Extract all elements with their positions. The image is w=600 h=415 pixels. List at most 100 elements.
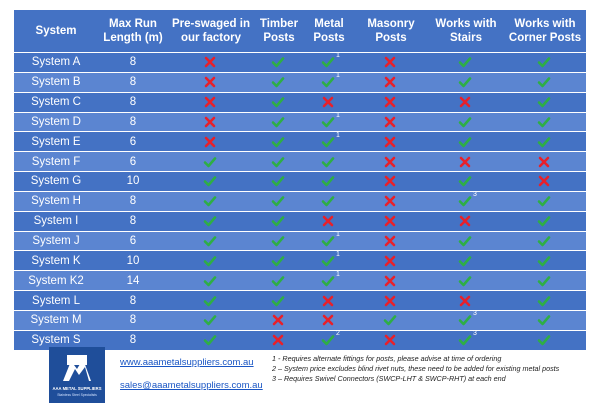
cross-icon	[383, 274, 399, 288]
compatibility-cell	[428, 71, 504, 93]
compatibility-cell	[428, 210, 504, 232]
cross-icon	[383, 194, 399, 208]
footnote-ref: 1	[336, 72, 340, 80]
check-icon: 3	[458, 191, 477, 208]
column-header: Works with Corner Posts	[504, 10, 586, 53]
cross-icon	[321, 313, 337, 327]
compatibility-cell	[504, 290, 586, 311]
check-icon	[537, 194, 553, 208]
cross-icon	[383, 115, 399, 129]
compatibility-cell	[168, 210, 254, 232]
compatibility-cell	[428, 270, 504, 291]
cross-icon	[203, 95, 219, 109]
footnote-ref: 1	[336, 111, 340, 119]
compatibility-cell	[168, 270, 254, 291]
check-icon	[203, 234, 219, 248]
cross-icon	[383, 333, 399, 347]
check-icon	[537, 274, 553, 288]
column-header: System	[14, 10, 98, 53]
system-name: System K	[14, 250, 98, 271]
compatibility-cell	[428, 171, 504, 192]
check-icon	[271, 155, 287, 169]
check-icon: 1	[321, 251, 340, 268]
cross-icon	[271, 333, 287, 347]
compatibility-cell	[354, 71, 428, 93]
compatibility-cell	[304, 91, 354, 113]
compatibility-cell	[354, 230, 428, 251]
cross-icon	[203, 55, 219, 69]
email-link[interactable]: sales@aaametalsuppliers.com.au	[120, 380, 263, 391]
compatibility-cell	[254, 190, 304, 212]
compatibility-cell	[254, 230, 304, 251]
compatibility-cell	[304, 290, 354, 311]
system-name: System C	[14, 91, 98, 113]
compatibility-cell	[504, 52, 586, 73]
check-icon: 3	[458, 330, 477, 347]
compatibility-cell	[304, 190, 354, 212]
compatibility-cell	[168, 290, 254, 311]
column-header: Timber Posts	[254, 10, 304, 53]
compatibility-cell	[428, 230, 504, 251]
check-icon: 1	[321, 271, 340, 288]
check-icon: 1	[321, 231, 340, 248]
compatibility-cell	[354, 290, 428, 311]
max-run-length: 10	[98, 171, 168, 192]
compatibility-cell	[254, 210, 304, 232]
compatibility-cell	[254, 151, 304, 172]
check-icon	[537, 115, 553, 129]
check-icon	[458, 274, 474, 288]
logo-name: AAA METAL SUPPLIERS	[52, 386, 102, 391]
cross-icon	[383, 214, 399, 228]
compatibility-cell	[428, 111, 504, 132]
check-icon	[203, 214, 219, 228]
cross-icon	[458, 214, 474, 228]
header-row: System Max Run Length (m) Pre-swaged in ou…	[14, 10, 586, 53]
check-icon	[537, 254, 553, 268]
check-icon	[321, 174, 337, 188]
check-icon	[203, 294, 219, 308]
compatibility-cell	[254, 270, 304, 291]
table-row: System G 10	[14, 171, 586, 192]
compatibility-cell: 1	[304, 111, 354, 132]
check-icon	[203, 174, 219, 188]
system-name: System A	[14, 52, 98, 73]
compatibility-cell	[504, 210, 586, 232]
compatibility-cell	[168, 230, 254, 251]
check-icon	[203, 254, 219, 268]
column-header: Pre-swaged in our factory	[168, 10, 254, 53]
compatibility-cell	[304, 151, 354, 172]
check-icon	[537, 55, 553, 69]
check-icon	[271, 135, 287, 149]
footnote-2: 2 – System price excludes blind rivet nu…	[272, 364, 560, 373]
compatibility-cell	[504, 230, 586, 251]
compatibility-cell	[354, 210, 428, 232]
compatibility-cell	[354, 309, 428, 331]
cross-icon	[321, 214, 337, 228]
compatibility-cell: 1	[304, 52, 354, 73]
compatibility-cell	[254, 250, 304, 271]
cross-icon	[321, 294, 337, 308]
company-logo: AAA METAL SUPPLIERS Stainless Steel Spec…	[49, 347, 105, 403]
check-icon	[271, 55, 287, 69]
max-run-length: 8	[98, 210, 168, 232]
compatibility-cell: 1	[304, 230, 354, 251]
check-icon: 1	[321, 132, 340, 149]
compatibility-cell	[428, 151, 504, 172]
check-icon: 1	[321, 72, 340, 89]
compatibility-cell	[254, 52, 304, 73]
footnote-ref: 3	[473, 191, 477, 199]
check-icon	[458, 234, 474, 248]
system-name: System M	[14, 309, 98, 331]
check-icon	[321, 155, 337, 169]
website-link[interactable]: www.aaametalsuppliers.com.au	[120, 357, 254, 368]
check-icon	[271, 174, 287, 188]
column-header: Metal Posts	[304, 10, 354, 53]
